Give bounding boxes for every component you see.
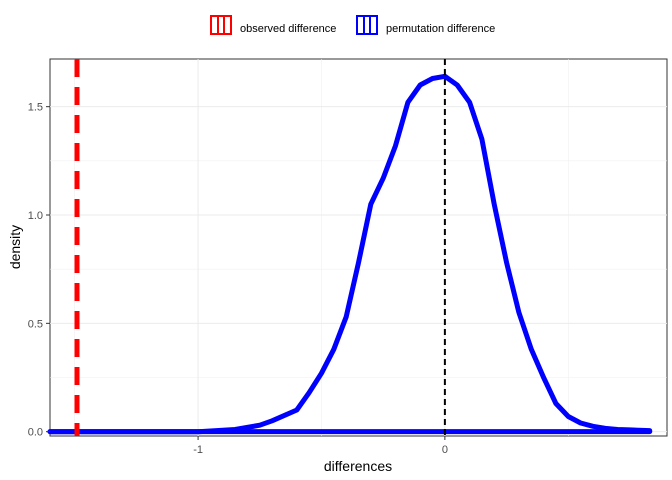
chart-marks: [47, 59, 653, 436]
x-axis-title: differences: [324, 458, 392, 474]
legend: observed difference permutation differen…: [210, 15, 495, 35]
legend-swatch-permutation-inner: [363, 15, 371, 35]
plot-panel: [49, 58, 668, 437]
y-tick-label: 1.5: [28, 102, 43, 114]
axis-ticks: 0.0 0.5 1.0 1.5 -1 0: [28, 102, 448, 456]
legend-swatch-observed-inner: [217, 15, 225, 35]
legend-item-observed: observed difference: [210, 15, 336, 35]
legend-label-permutation: permutation difference: [386, 23, 495, 35]
y-tick-label: 0.0: [28, 427, 43, 439]
legend-swatch-observed: [210, 15, 232, 35]
series-line-permutation: [47, 73, 653, 435]
y-tick-label: 1.0: [28, 210, 43, 222]
x-tick-label: 0: [442, 444, 448, 456]
y-axis-title: density: [7, 225, 23, 269]
legend-item-permutation: permutation difference: [356, 15, 495, 35]
y-tick-label: 0.5: [28, 318, 43, 330]
x-tick-label: -1: [193, 444, 203, 456]
legend-label-observed: observed difference: [240, 23, 336, 35]
legend-swatch-permutation: [356, 15, 378, 35]
